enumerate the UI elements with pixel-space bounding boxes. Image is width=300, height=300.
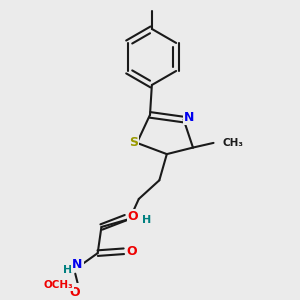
Text: CH₃: CH₃ — [223, 138, 244, 148]
Text: O: O — [126, 245, 136, 258]
Text: N: N — [130, 211, 140, 224]
Text: H: H — [142, 215, 151, 225]
Text: O: O — [128, 210, 139, 223]
Text: O: O — [70, 286, 80, 299]
Text: H: H — [63, 265, 72, 275]
Text: N: N — [184, 111, 194, 124]
Text: N: N — [72, 258, 82, 271]
Text: S: S — [129, 136, 138, 149]
Text: OCH₃: OCH₃ — [43, 280, 73, 290]
